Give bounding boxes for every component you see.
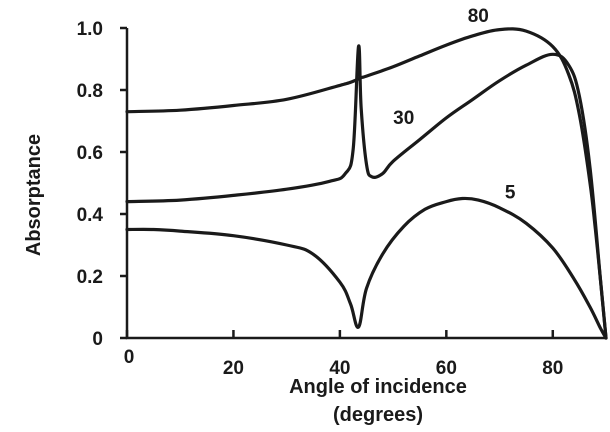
y-tick-label: 1.0: [77, 19, 103, 40]
x-axis-title-units: (degrees): [333, 404, 423, 426]
series-label-80: 80: [468, 6, 489, 27]
y-axis-title: Absorptance: [23, 134, 45, 256]
y-tick-label: 0.2: [77, 267, 103, 288]
x-tick-label: 40: [329, 358, 350, 379]
series-line-30: [125, 44, 608, 340]
y-axis-ticks: 0 0.2 0.4 0.6 0.8 1.0: [77, 19, 127, 350]
series-label-5: 5: [505, 183, 516, 204]
x-tick-label: 0: [124, 347, 135, 368]
series-line-5: [125, 196, 608, 340]
x-axis-title: Angle of incidence: [289, 376, 467, 398]
series-labels: 80 30 5: [393, 6, 516, 204]
x-axis-ticks: 0 20 40 60 80: [124, 330, 563, 379]
series-line-80: [125, 27, 608, 340]
series-curves: [125, 27, 608, 340]
y-tick-label: 0.6: [77, 143, 103, 164]
y-tick-label: 0.4: [77, 205, 104, 226]
x-tick-label: 60: [436, 358, 457, 379]
y-tick-label: 0: [92, 329, 103, 350]
series-label-30: 30: [393, 108, 414, 129]
x-tick-label: 80: [542, 358, 563, 379]
y-tick-label: 0.8: [77, 81, 103, 102]
x-tick-label: 20: [223, 358, 244, 379]
